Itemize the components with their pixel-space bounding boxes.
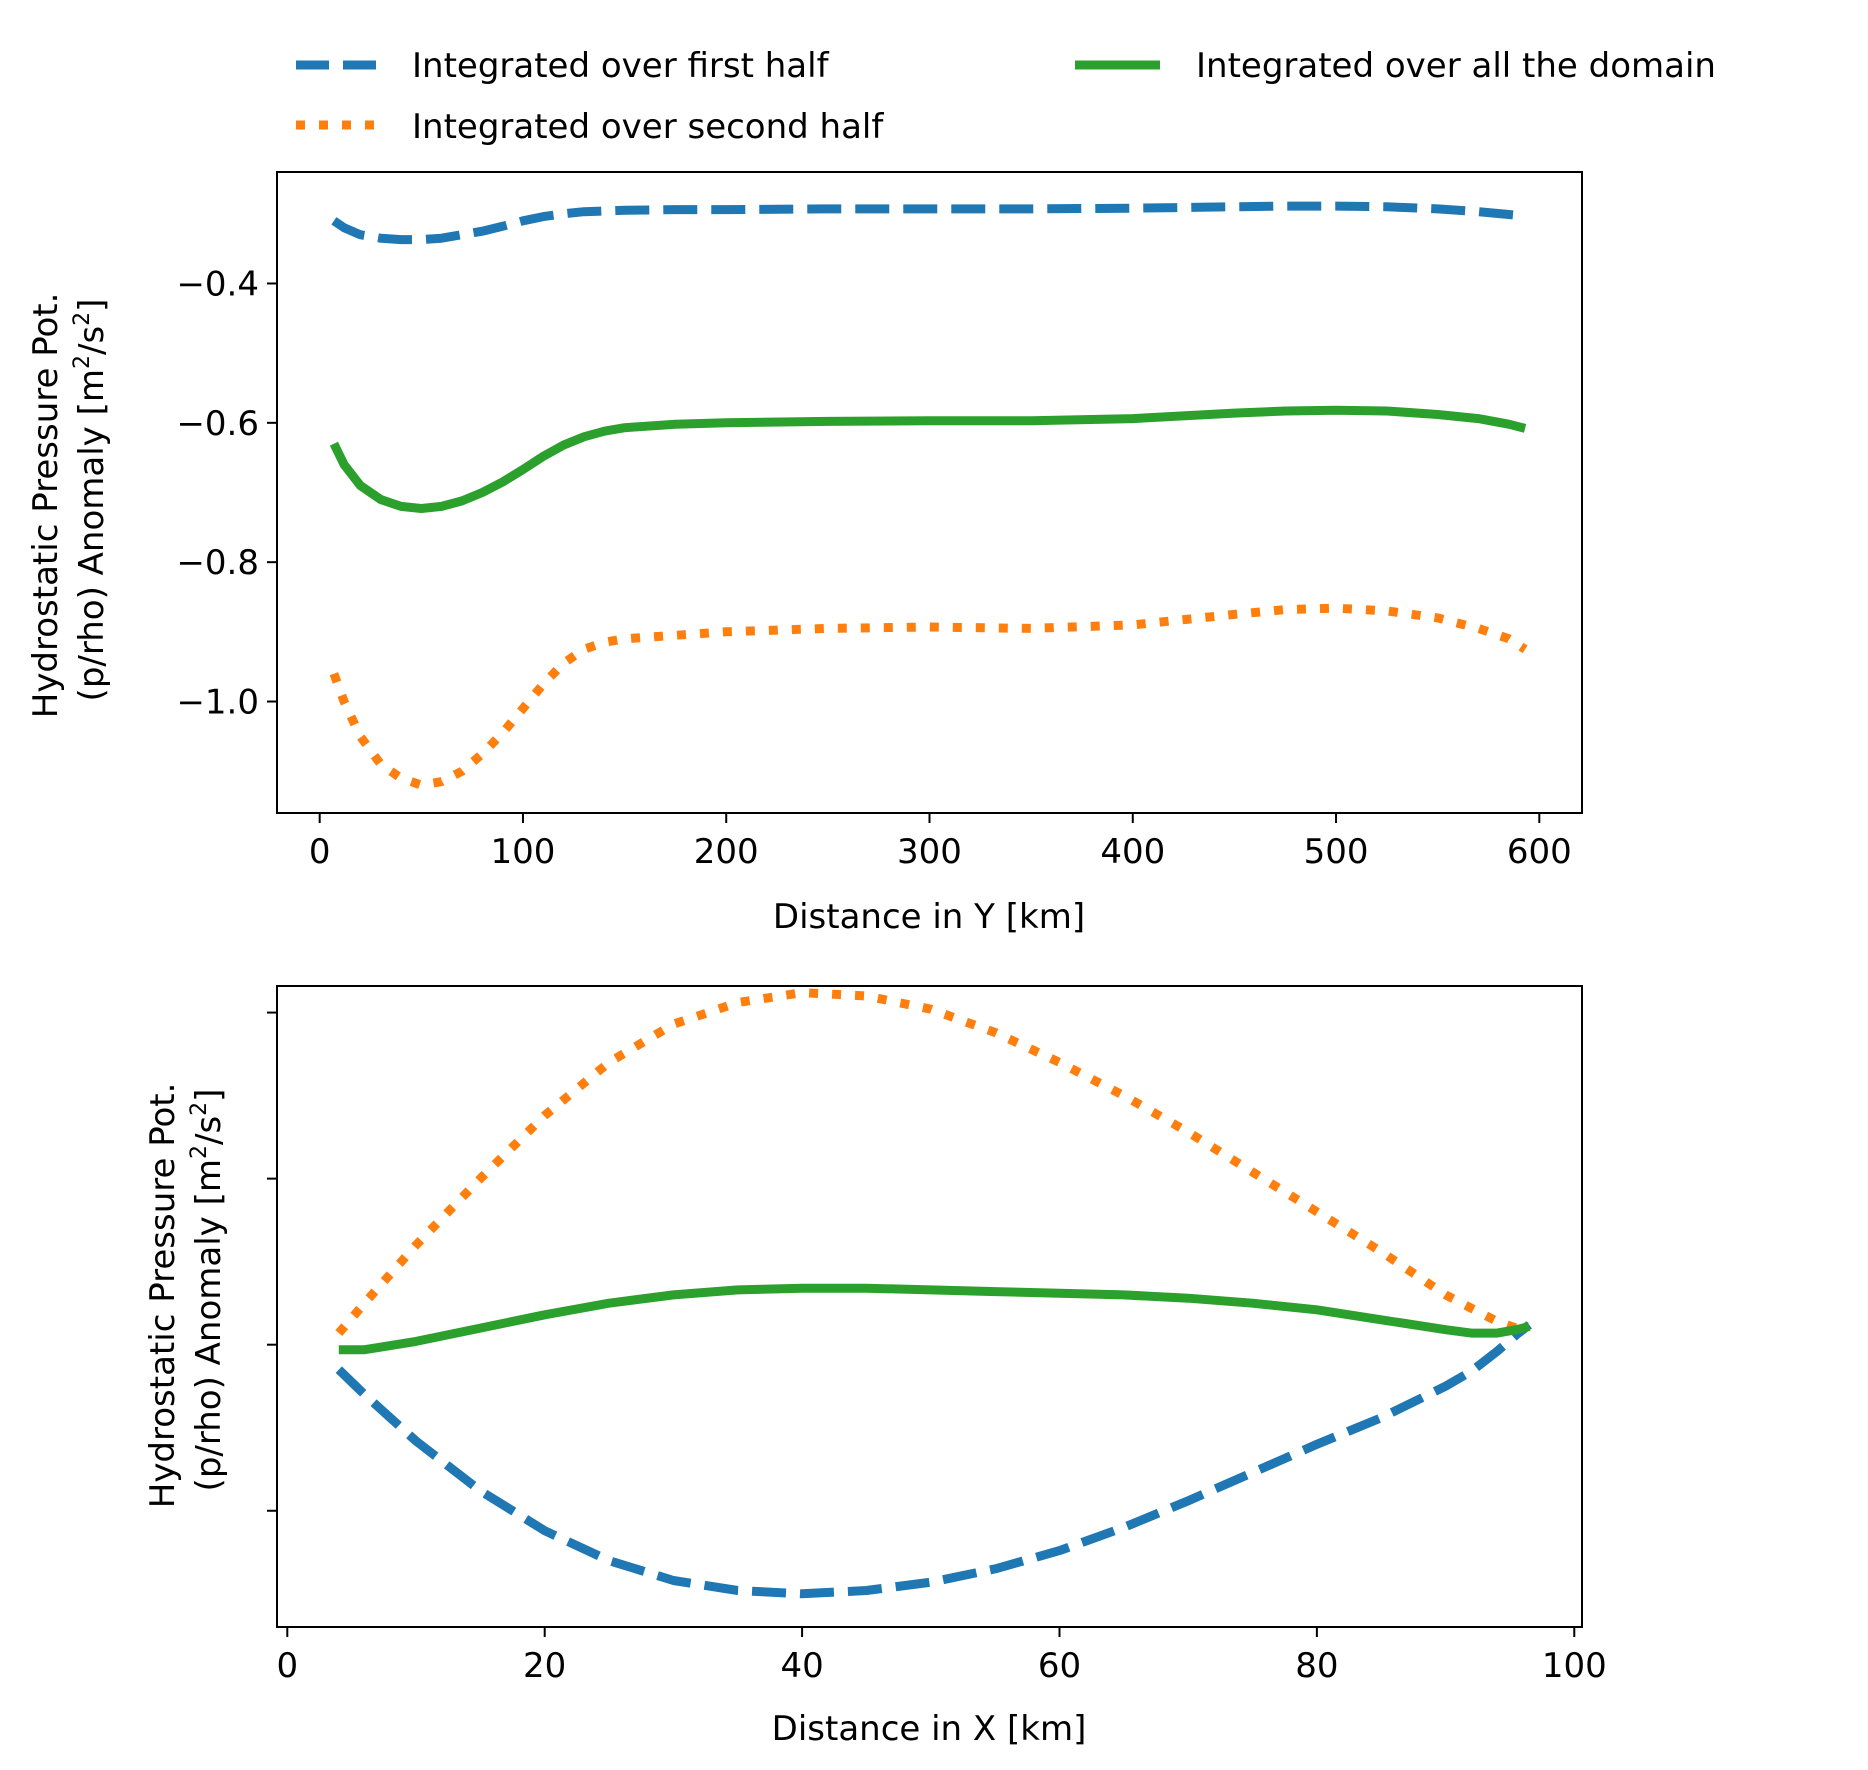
y-tick-label: −0.8 <box>176 543 259 583</box>
y-tick-label: −0.4 <box>176 264 259 304</box>
chart-bottom-y-axis-label-line2: (p/rho) Anomaly [m2/s2] <box>187 1089 229 1492</box>
chart-bottom-ticks: 0 20 40 60 80 100 <box>267 1011 1607 1686</box>
chart-top-ticks: 0 100 200 300 400 500 600 −0.4 −0.6 −0.8 −1.0 <box>176 264 1571 872</box>
chart-top-x-axis-label: Distance in Y [km] <box>773 897 1085 937</box>
y-tick-label: −1.0 <box>176 683 259 723</box>
series-line-bottom-0 <box>335 1321 1532 1599</box>
x-tick-label: 100 <box>1542 1646 1607 1686</box>
series-line-top-0 <box>331 201 1526 245</box>
chart-top-y-axis-label-line2: (p/rho) Anomaly [m2/s2] <box>70 299 112 702</box>
series-line-top-2 <box>329 405 1527 513</box>
chart-bottom-x-axis-label: Distance in X [km] <box>772 1709 1087 1749</box>
legend-label-second-half: Integrated over second half <box>412 107 884 147</box>
x-tick-label: 500 <box>1304 832 1369 872</box>
x-tick-label: 200 <box>694 832 759 872</box>
x-tick-label: 20 <box>523 1646 566 1686</box>
series-line-bottom-1 <box>335 988 1531 1337</box>
x-tick-label: 40 <box>780 1646 823 1686</box>
x-tick-label: 300 <box>897 832 962 872</box>
chart-top-series <box>329 201 1528 790</box>
x-tick-label: 0 <box>309 832 331 872</box>
x-tick-label: 400 <box>1100 832 1165 872</box>
chart-bottom: 0 20 40 60 80 100 Distance in X [km] Hydrosta… <box>143 985 1607 1749</box>
chart-bottom-y-axis-label: Hydrostatic Pressure Pot. (p/rho) Anomal… <box>143 1072 229 1509</box>
legend-label-all-domain: Integrated over all the domain <box>1196 46 1716 86</box>
chart-top-y-axis-label: Hydrostatic Pressure Pot. (p/rho) Anomal… <box>26 282 112 719</box>
x-tick-label: 0 <box>276 1646 298 1686</box>
chart-top-y-axis-label-line1: Hydrostatic Pressure Pot. <box>26 293 66 719</box>
chart-bottom-plot-frame <box>276 985 1583 1628</box>
chart-bottom-y-axis-label-line1: Hydrostatic Pressure Pot. <box>143 1083 183 1509</box>
x-tick-label: 600 <box>1507 832 1572 872</box>
y-tick-label: −0.6 <box>176 404 259 444</box>
legend-label-first-half: Integrated over first half <box>412 46 830 86</box>
x-tick-label: 60 <box>1038 1646 1081 1686</box>
series-line-top-1 <box>329 603 1528 790</box>
legend: Integrated over first half Integrated ov… <box>296 46 1716 147</box>
chart-bottom-series <box>335 988 1532 1599</box>
x-tick-label: 100 <box>491 832 556 872</box>
series-line-bottom-2 <box>338 1283 1531 1355</box>
chart-top: 0 100 200 300 400 500 600 −0.4 −0.6 −0.8 −1.0 Dist… <box>26 171 1583 937</box>
x-tick-label: 80 <box>1295 1646 1338 1686</box>
